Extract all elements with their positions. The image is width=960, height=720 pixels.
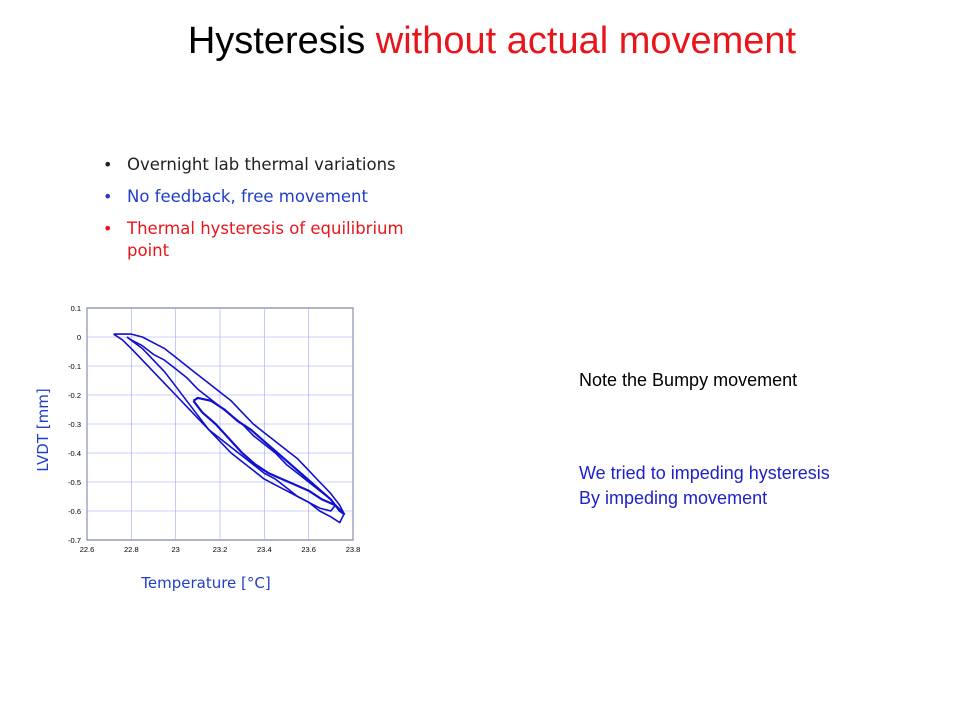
x-axis-title: Temperature [°C] <box>140 574 270 592</box>
note-bumpy: Note the Bumpy movement <box>579 370 798 390</box>
x-tick-label: 23 <box>171 545 179 554</box>
note-impeding: We tried to impeding hysteresis By imped… <box>579 461 830 511</box>
y-tick-label: 0 <box>77 333 81 342</box>
bullet-item-3: Thermal hysteresis of equilibrium point <box>103 218 405 262</box>
y-axis-title: LVDT [mm] <box>34 388 52 471</box>
y-tick-label: -0.6 <box>68 507 81 516</box>
hysteresis-chart: 22.6 22.8 23 23.2 23.4 23.6 23.8 0.1 0 -0.1 -0.2 -0… <box>34 304 360 592</box>
tick-labels: 22.6 22.8 23 23.2 23.4 23.6 23.8 0.1 0 -0.1 -0.2 -0… <box>68 304 360 554</box>
y-tick-label: -0.3 <box>68 420 81 429</box>
plot-grid <box>86 307 354 541</box>
x-tick-label: 22.8 <box>124 545 139 554</box>
slide-title: Hysteresis without actual movement <box>0 20 960 63</box>
x-tick-label: 23.2 <box>213 545 228 554</box>
hysteresis-trace-3 <box>192 396 346 515</box>
y-tick-label: 0.1 <box>71 304 81 313</box>
x-tick-label: 22.6 <box>80 545 95 554</box>
slide-title-accent: without actual movement <box>375 20 797 62</box>
slide-title-main: Hysteresis <box>187 20 366 62</box>
y-tick-label: -0.1 <box>68 362 81 371</box>
note-impeding-line-1: We tried to impeding hysteresis <box>579 463 830 483</box>
y-tick-label: -0.5 <box>68 478 81 487</box>
bullet-item-2: No feedback, free movement <box>103 186 405 208</box>
x-tick-label: 23.4 <box>257 545 272 554</box>
note-impeding-line-2: By impeding movement <box>579 488 768 508</box>
bullet-item-1: Overnight lab thermal variations <box>103 154 405 176</box>
y-tick-label: -0.7 <box>68 536 81 545</box>
y-tick-label: -0.4 <box>68 449 81 458</box>
x-tick-label: 23.6 <box>301 545 316 554</box>
data-traces <box>113 333 346 524</box>
x-tick-label: 23.8 <box>346 545 361 554</box>
y-tick-label: -0.2 <box>68 391 81 400</box>
bullet-list: Overnight lab thermal variations No feed… <box>103 154 405 272</box>
